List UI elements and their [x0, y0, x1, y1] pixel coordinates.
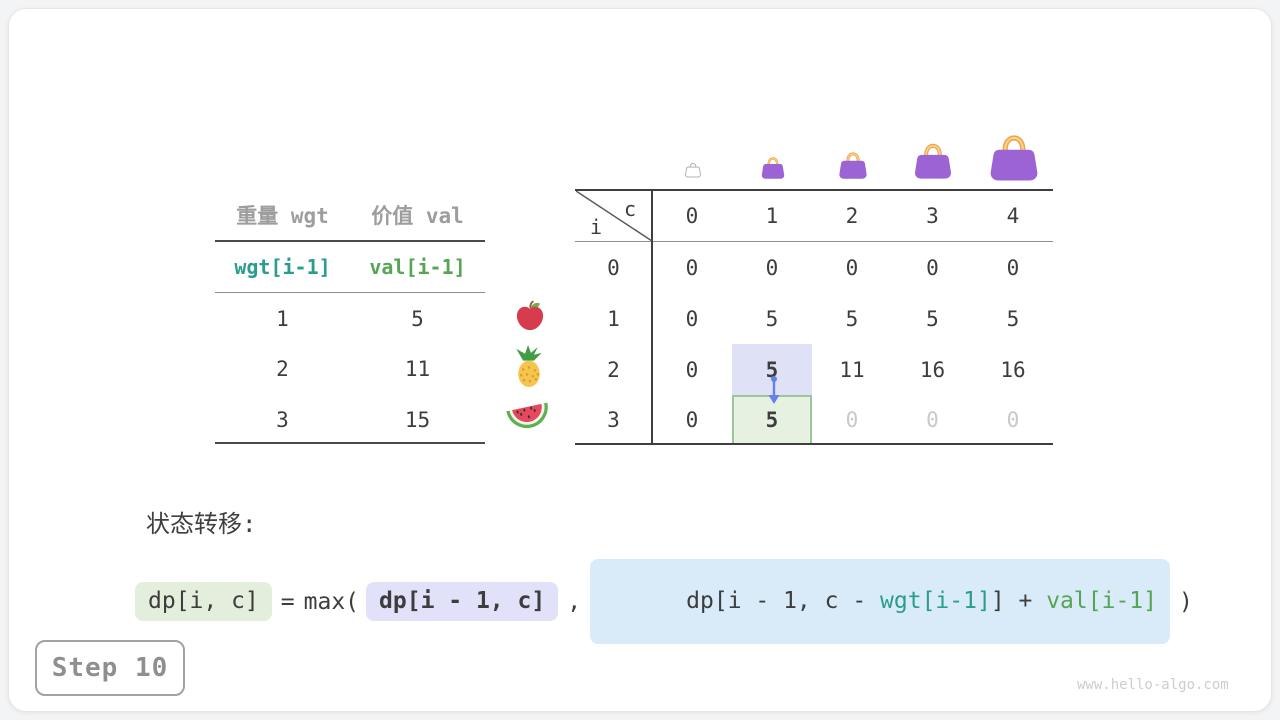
item-2-value: 11 [404, 357, 431, 381]
items-col-header-wgt: 重量 wgt [236, 204, 329, 228]
formula-arg2-prefix: dp[i - 1, c - [686, 588, 881, 614]
dp-col-header-2: 2 [845, 204, 859, 228]
bag-size-2-icon [838, 151, 868, 179]
dp-cell-pending: 0 [926, 408, 939, 432]
dp-row-header-2: 2 [607, 357, 620, 382]
formula-arg2-infix: ] + [990, 588, 1047, 614]
items-table: 重量 wgt 价值 val wgt[i-1] val[i-1] 1 5 2 11… [215, 189, 485, 445]
dp-cell: 0 [926, 255, 939, 280]
bag-size-1-icon [761, 156, 785, 179]
formula-arg2-box: dp[i - 1, c - wgt[i-1]] + val[i-1] [590, 559, 1170, 644]
dp-row-header-1: 1 [607, 306, 620, 331]
dp-cell: 16 [919, 357, 946, 382]
transition-title: 状态转移: [146, 510, 257, 538]
dp-table-bottom-line [575, 443, 1053, 445]
item-3-value: 15 [404, 407, 431, 432]
dp-cell-pending: 0 [1006, 408, 1020, 432]
items-col-header-val: 价值 val [371, 204, 464, 228]
dp-cell: 0 [685, 255, 699, 280]
dp-cell: 0 [765, 255, 779, 280]
watermark: www.hello-algo.com [1077, 677, 1229, 693]
formula-paren-close: ) [1178, 588, 1193, 615]
dp-cell: 0 [845, 255, 859, 280]
dp-corner-diagonal-line [576, 191, 652, 241]
dp-cell: 16 [1000, 357, 1026, 382]
dp-cell: 0 [685, 408, 699, 432]
watermelon-icon [505, 401, 549, 435]
dp-row-header-0: 0 [607, 255, 620, 280]
dp-cell: 0 [685, 357, 699, 382]
item-3-weight: 3 [276, 407, 289, 432]
items-index-wgt: wgt[i-1] [234, 255, 331, 279]
dp-col-header-1: 1 [765, 204, 779, 228]
formula-equals: = [280, 588, 295, 615]
items-table-header-line [215, 240, 485, 242]
dp-col-header-0: 0 [685, 204, 699, 228]
dp-corner-row-label: i [589, 215, 603, 239]
formula-arg1-box: dp[i - 1, c] [366, 582, 559, 621]
formula-comma: , [567, 588, 582, 615]
dp-cell-highlight-target: 5 [732, 395, 812, 445]
formula-arg2-val: val[i-1] [1046, 588, 1157, 614]
dp-table-top-line [575, 189, 1053, 191]
dp-cell: 11 [839, 357, 865, 382]
formula-arg2-wgt: wgt[i-1] [880, 588, 991, 614]
pineapple-icon [511, 345, 547, 388]
formula-lhs-box: dp[i, c] [135, 582, 272, 621]
dp-cell: 0 [1006, 255, 1020, 280]
dp-corner-col-label: c [623, 197, 637, 221]
dp-cell-highlight-source: 5 [732, 344, 812, 395]
formula-max-open: max( [303, 588, 360, 615]
apple-icon [516, 300, 544, 333]
dp-cell: 0 [685, 306, 699, 331]
dp-cell: 5 [1006, 306, 1020, 331]
bag-size-4-icon [988, 133, 1040, 181]
dp-cell: 5 [845, 306, 859, 331]
bag-empty-icon [685, 161, 701, 178]
dp-table-header-line [575, 241, 1053, 242]
down-arrow-icon [768, 376, 780, 404]
items-index-val: val[i-1] [369, 255, 466, 279]
dp-row-header-3: 3 [607, 408, 620, 432]
bag-size-3-icon [913, 142, 953, 179]
transition-formula: dp[i, c] = max( dp[i - 1, c] , dp[i - 1,… [135, 559, 1193, 644]
items-table-bottom-line [215, 442, 485, 444]
items-table-index-line [215, 292, 485, 293]
item-1-value: 5 [411, 306, 424, 331]
item-2-weight: 2 [276, 357, 289, 381]
dp-table: 0 1 2 3 4 0 0 0 0 0 0 1 0 5 5 5 5 2 0 5 … [575, 190, 1053, 445]
dp-col-header-4: 4 [1006, 204, 1020, 228]
dp-col-header-3: 3 [926, 204, 939, 228]
item-1-weight: 1 [276, 306, 289, 331]
dp-cell: 5 [926, 306, 939, 331]
dp-table-vertical-line [651, 190, 653, 445]
step-badge: Step 10 [35, 640, 185, 696]
dp-cell: 5 [765, 306, 779, 331]
dp-cell-pending: 0 [845, 408, 859, 432]
